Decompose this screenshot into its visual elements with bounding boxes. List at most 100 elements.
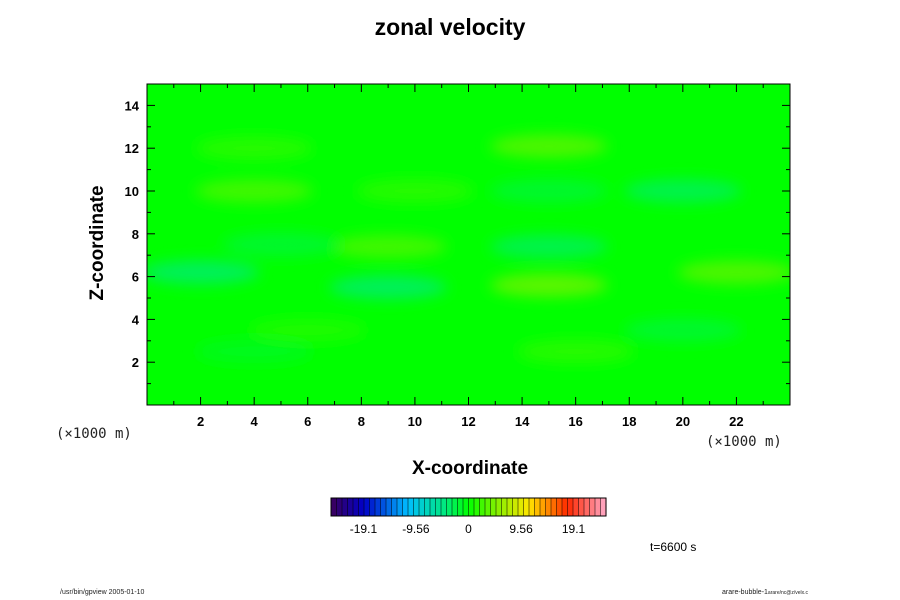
y-tick-label: 2 xyxy=(132,355,139,370)
colorbar-segment xyxy=(369,498,376,516)
x-tick-label: 6 xyxy=(304,414,311,429)
colorbar-frame xyxy=(330,497,607,517)
colorbar-segment xyxy=(507,498,514,516)
x-tick-label: 4 xyxy=(251,414,259,429)
field-feature xyxy=(195,179,314,203)
footer-file-main: arare-bubble-1 xyxy=(722,589,768,596)
colorbar-segment xyxy=(589,498,596,516)
field-feature xyxy=(248,318,367,342)
colorbar-segment xyxy=(578,498,585,516)
colorbar-segment xyxy=(490,498,497,516)
field-feature xyxy=(623,179,742,203)
colorbar-segment xyxy=(336,498,343,516)
field-feature xyxy=(489,273,608,297)
colorbar-segment xyxy=(386,498,393,516)
colorbar-segment xyxy=(441,498,448,516)
colorbar-segment xyxy=(391,498,398,516)
y-tick-label: 12 xyxy=(125,141,139,156)
field-feature xyxy=(329,234,448,259)
field-feature xyxy=(489,134,608,158)
colorbar-tick-label: -9.56 xyxy=(402,522,430,536)
colorbar-segment xyxy=(413,498,420,516)
x-axis-unit: (×1000 m) xyxy=(706,434,782,450)
y-axis: 2 4 6 8 10 12 14 xyxy=(125,98,790,385)
colorbar-segment xyxy=(600,498,607,516)
colorbar-segment xyxy=(468,498,475,516)
field-feature xyxy=(195,136,314,160)
colorbar-segment xyxy=(419,498,426,516)
field-feature xyxy=(677,260,790,285)
colorbar-segment xyxy=(551,498,558,516)
field-feature xyxy=(329,275,448,300)
y-tick-label: 6 xyxy=(132,270,139,285)
colorbar-segment xyxy=(380,498,387,516)
x-tick-label: 12 xyxy=(461,414,475,429)
heatmap-field xyxy=(147,84,790,405)
x-axis-label: X-coordinate xyxy=(411,458,529,479)
x-axis: 2 4 6 8 10 12 14 16 18 20 22 xyxy=(173,84,764,429)
colorbar-segment xyxy=(463,498,470,516)
chart-title: zonal velocity xyxy=(374,14,526,40)
colorbar-segment xyxy=(501,498,508,516)
colorbar-segment xyxy=(534,498,541,516)
colorbar-segment xyxy=(496,498,503,516)
footer-file: arare-bubble-1arare/nc@z/velx.c xyxy=(722,589,808,596)
colorbar-segment xyxy=(479,498,486,516)
colorbar-segment xyxy=(358,498,365,516)
field-feature xyxy=(195,339,314,364)
colorbar-segment xyxy=(540,498,547,516)
colorbar-segment xyxy=(545,498,552,516)
colorbar-segment xyxy=(584,498,591,516)
field-feature xyxy=(489,179,608,203)
colorbar-segment xyxy=(452,498,459,516)
colorbar-segment xyxy=(457,498,464,516)
colorbar-segment xyxy=(474,498,481,516)
x-tick-label: 18 xyxy=(622,414,636,429)
colorbar-tick-label: 19.1 xyxy=(562,522,586,536)
x-tick-label: 20 xyxy=(676,414,690,429)
colorbar-tick-label: -19.1 xyxy=(350,522,378,536)
colorbar-tick-label: 0 xyxy=(465,522,472,536)
field-feature xyxy=(623,318,742,342)
colorbar-segment xyxy=(523,498,530,516)
x-tick-label: 14 xyxy=(515,414,530,429)
y-tick-label: 14 xyxy=(125,98,140,113)
x-tick-label: 10 xyxy=(408,414,422,429)
colorbar-segment xyxy=(512,498,519,516)
colorbar-segment xyxy=(556,498,563,516)
colorbar-segment xyxy=(485,498,492,516)
colorbar-segment xyxy=(446,498,453,516)
y-tick-label: 8 xyxy=(132,227,139,242)
colorbar-segment xyxy=(408,498,415,516)
x-tick-label: 16 xyxy=(568,414,582,429)
colorbar-segment xyxy=(397,498,404,516)
footer-file-sub: arare/nc@z/velx.c xyxy=(767,590,809,596)
colorbar-segment xyxy=(529,498,536,516)
colorbar-segment xyxy=(347,498,354,516)
colorbar-segment xyxy=(435,498,442,516)
colorbar-segment xyxy=(375,498,382,516)
colorbar-segment xyxy=(518,498,525,516)
colorbar-segment xyxy=(562,498,569,516)
y-axis-unit: (×1000 m) xyxy=(56,426,132,442)
field-features xyxy=(147,134,790,364)
colorbar-segment xyxy=(402,498,409,516)
field-feature xyxy=(355,179,474,203)
colorbar-tick-label: 9.56 xyxy=(509,522,533,536)
colorbar-segment xyxy=(573,498,580,516)
colorbar: -19.1 -9.56 0 9.56 19.1 xyxy=(330,497,607,536)
colorbar-segment xyxy=(364,498,371,516)
colorbar-segment xyxy=(595,498,602,516)
y-tick-label: 10 xyxy=(125,184,139,199)
field-feature xyxy=(222,232,340,257)
colorbar-segment xyxy=(567,498,574,516)
colorbar-segment xyxy=(353,498,360,516)
colorbar-segment xyxy=(424,498,431,516)
x-tick-label: 8 xyxy=(358,414,365,429)
y-tick-label: 4 xyxy=(132,312,140,327)
colorbar-segment xyxy=(430,498,437,516)
field-feature xyxy=(489,234,608,259)
colorbar-segment xyxy=(331,498,338,516)
x-tick-label: 22 xyxy=(729,414,743,429)
